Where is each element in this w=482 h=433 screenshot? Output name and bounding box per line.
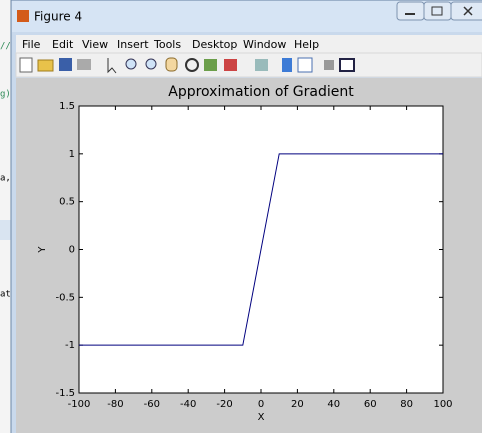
window-icon [17,10,29,22]
close-button[interactable] [450,1,482,21]
zoom-out-icon[interactable] [145,58,157,70]
new-icon[interactable] [19,57,33,73]
open-icon[interactable] [37,59,54,72]
data-line [79,153,443,346]
toolbar-icons [19,57,355,74]
brush-icon[interactable] [224,59,237,71]
x-tick-label: 0 [258,399,264,410]
hide-tools-icon[interactable] [324,60,334,70]
x-tick-label: 100 [433,399,452,410]
x-tick-label: -100 [68,399,91,410]
pan-icon[interactable] [165,57,178,72]
y-axis-label: Y [37,246,48,254]
editor-fragment: at [0,290,11,300]
x-tick-label: -60 [144,399,160,410]
toolbar [15,52,482,78]
menu-item[interactable]: Help [294,38,319,51]
datacursor-icon[interactable] [204,59,217,71]
menu-item[interactable]: Desktop [192,38,237,51]
save-icon[interactable] [59,58,72,71]
editor-strip [0,220,12,240]
menu-item[interactable]: Tools [153,38,181,51]
link-icon[interactable] [255,59,268,71]
x-tick-label: 20 [291,399,304,410]
close-glyph [463,6,473,16]
zoom-in-icon[interactable] [125,58,137,70]
menu-item[interactable]: View [82,38,108,51]
show-tools-icon[interactable] [339,58,355,72]
menu: File Edit View Insert Tools Desktop Window Help [22,38,319,51]
x-tick-label: -80 [107,399,123,410]
maximize-button[interactable] [423,1,452,21]
x-tick-label: 80 [400,399,413,410]
x-tick-label: -40 [180,399,196,410]
menu-item[interactable]: File [22,38,41,51]
menu-item[interactable]: Window [243,38,286,51]
y-tick-label: -1.5 [55,388,75,399]
menu-bar [16,35,482,53]
chart-title: Approximation of Gradient [168,84,354,100]
colorbar-icon[interactable] [282,58,292,72]
editor-fragment: // [0,42,11,52]
y-tick-label: 1.5 [59,101,75,112]
x-tick-label: 40 [327,399,340,410]
y-tick-label: 0.5 [59,197,75,208]
editor-fragment: g)) [0,90,16,100]
x-tick-label: -20 [216,399,232,410]
print-icon[interactable] [77,59,91,70]
rotate-icon[interactable] [185,58,199,72]
menu-item[interactable]: Edit [52,38,74,51]
y-tick-label: -1 [65,340,75,351]
x-axis-label: X [258,412,265,423]
minimize-button[interactable] [396,1,425,21]
window-title: Figure 4 [34,10,82,24]
maximize-glyph [431,6,443,16]
legend-icon[interactable] [297,57,313,73]
y-tick-label: -0.5 [55,292,75,303]
y-tick-label: 0 [69,245,75,256]
menu-item[interactable]: Insert [117,38,149,51]
x-tick-label: 60 [364,399,377,410]
editor-fragment: a, [0,174,11,184]
pointer-icon[interactable] [107,58,117,74]
y-tick-label: 1 [69,149,75,160]
